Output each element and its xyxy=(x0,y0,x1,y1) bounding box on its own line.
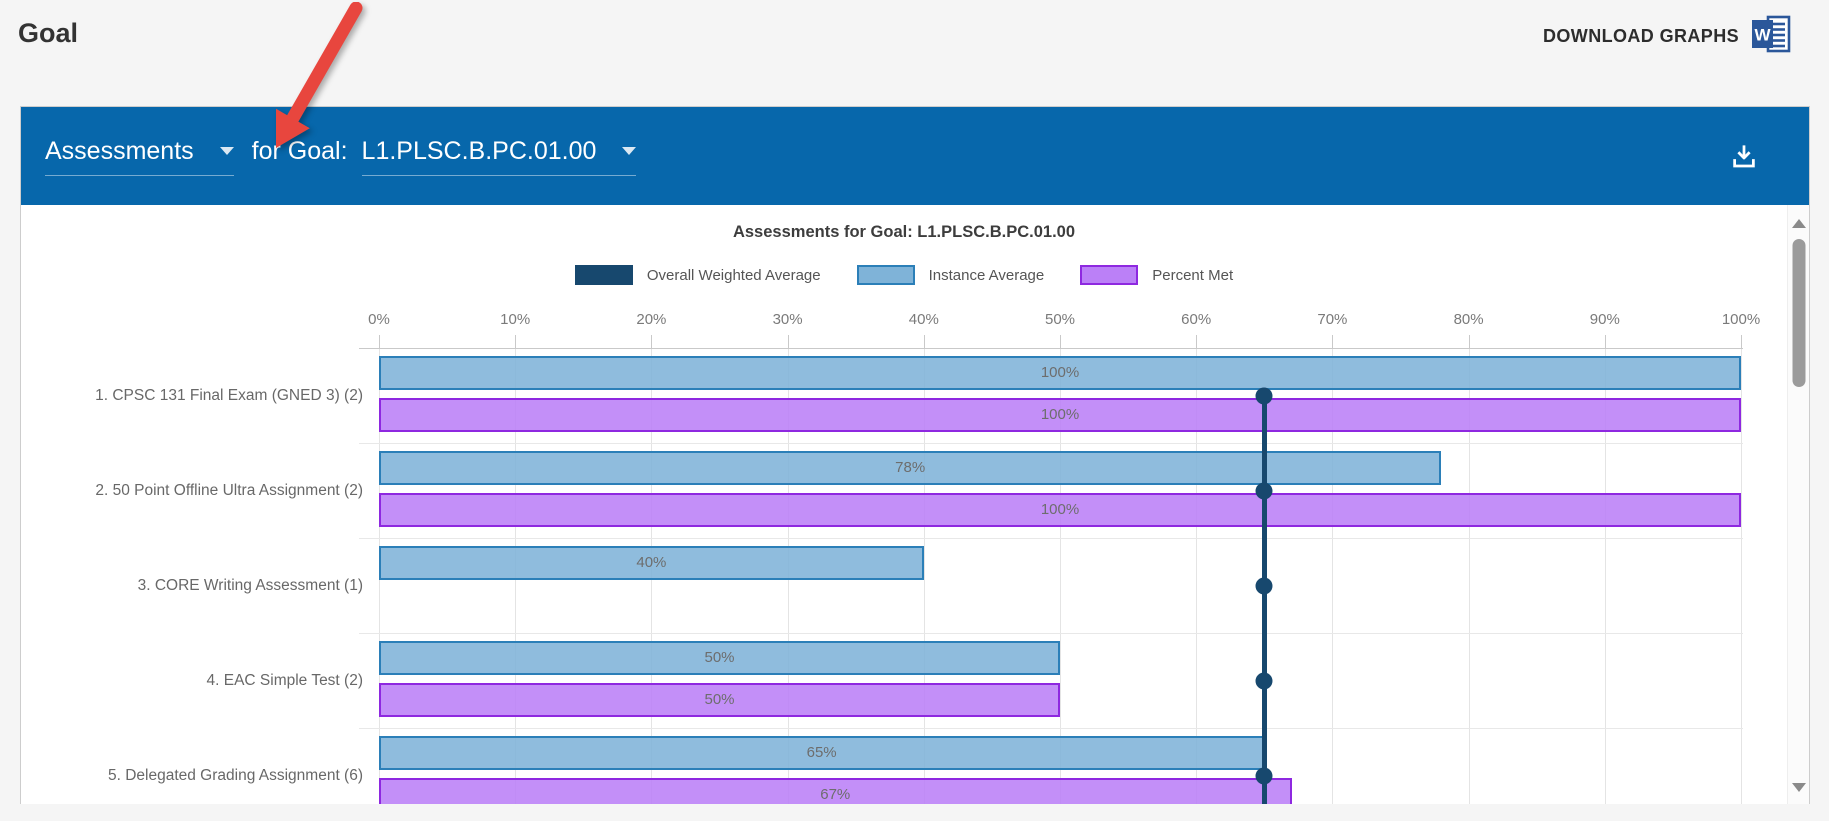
instance-average-bar xyxy=(379,736,1265,770)
grid-line xyxy=(1196,348,1198,804)
instance-average-bar xyxy=(379,356,1741,390)
percent-met-bar xyxy=(379,398,1741,432)
axis-tick-label: 10% xyxy=(500,311,531,328)
x-axis-line xyxy=(359,348,1743,349)
download-graphs-label: DOWNLOAD GRAPHS xyxy=(1543,26,1739,46)
axis-tick-label: 60% xyxy=(1181,311,1212,328)
instance-average-bar xyxy=(379,641,1060,675)
bar-value-label: 67% xyxy=(820,786,851,803)
axis-tick-mark xyxy=(515,335,517,348)
legend-label: Overall Weighted Average xyxy=(646,266,821,284)
legend-label: Percent Met xyxy=(1152,266,1234,284)
weighted-average-marker xyxy=(1255,387,1273,404)
legend-swatch-solid-icon xyxy=(574,265,633,285)
grid-line xyxy=(1332,348,1334,804)
assessments-panel: Assessments for Goal: L1.PLSC.B.PC.01.00… xyxy=(20,106,1810,804)
goal-dropdown[interactable]: L1.PLSC.B.PC.01.00 xyxy=(361,136,637,176)
bar-value-label: 100% xyxy=(1040,501,1080,518)
category-label: 5. Delegated Grading Assignment (6) xyxy=(107,766,363,784)
axis-tick-mark xyxy=(651,335,653,348)
axis-tick-mark xyxy=(1468,335,1470,348)
grid-line xyxy=(1060,348,1061,804)
row-separator xyxy=(359,538,1743,539)
assessments-dropdown-caret-icon xyxy=(219,147,234,155)
legend-item: Overall Weighted Average xyxy=(574,265,821,285)
category-label: 4. EAC Simple Test (2) xyxy=(206,671,364,689)
bar-value-label: 100% xyxy=(1040,364,1080,381)
download-tray-icon xyxy=(1733,145,1755,168)
chart-legend: Overall Weighted Average Instance Average… xyxy=(21,265,1787,285)
grid-line xyxy=(1468,348,1470,804)
category-label: 2. 50 Point Offline Ultra Assignment (2) xyxy=(95,481,363,499)
axis-tick-label: 40% xyxy=(908,311,939,328)
weighted-average-marker xyxy=(1255,577,1273,594)
axis-tick-label: 0% xyxy=(368,311,390,328)
percent-met-bar xyxy=(379,778,1292,804)
scrollbar-up-arrow-icon[interactable] xyxy=(1791,219,1806,228)
category-label: 1. CPSC 131 Final Exam (GNED 3) (2) xyxy=(95,386,363,404)
assessments-dropdown-label: Assessments xyxy=(45,136,194,165)
bar-value-label: 50% xyxy=(704,691,735,708)
goal-dropdown-label: L1.PLSC.B.PC.01.00 xyxy=(361,136,597,165)
legend-swatch-icon xyxy=(1080,265,1139,285)
ms-word-icon: W xyxy=(1749,12,1793,61)
bar-value-label: 100% xyxy=(1040,406,1080,423)
bar-value-label: 40% xyxy=(636,554,667,571)
axis-tick-label: 90% xyxy=(1589,311,1620,328)
weighted-average-marker xyxy=(1255,672,1273,689)
percent-met-bar xyxy=(379,683,1060,717)
chart-title: Assessments for Goal: L1.PLSC.B.PC.01.00 xyxy=(732,223,1076,241)
axis-tick-label: 30% xyxy=(772,311,803,328)
download-graphs-button[interactable]: DOWNLOAD GRAPHS W xyxy=(1543,12,1793,61)
weighted-average-marker xyxy=(1255,482,1273,499)
axis-tick-mark xyxy=(379,335,380,348)
row-separator xyxy=(359,728,1743,729)
assessments-dropdown[interactable]: Assessments xyxy=(45,137,234,176)
legend-item: Percent Met xyxy=(1080,265,1233,285)
axis-tick-label: 100% xyxy=(1721,311,1761,328)
axis-tick-mark xyxy=(1604,335,1606,348)
instance-average-bar xyxy=(379,546,924,580)
download-chart-button[interactable] xyxy=(1727,139,1761,173)
axis-tick-mark xyxy=(923,335,925,348)
legend-label: Instance Average xyxy=(928,266,1045,284)
axis-tick-label: 80% xyxy=(1453,311,1484,328)
grid-line xyxy=(1604,348,1606,804)
goal-dropdown-caret-icon xyxy=(622,147,637,155)
page-title: Goal xyxy=(18,18,79,48)
scrollbar-thumb[interactable] xyxy=(1792,239,1805,387)
bar-value-label: 78% xyxy=(895,459,926,476)
axis-tick-mark xyxy=(1332,335,1334,348)
panel-header: Assessments for Goal: L1.PLSC.B.PC.01.00 xyxy=(21,107,1809,205)
grid-line xyxy=(923,348,925,804)
legend-swatch-icon xyxy=(856,265,915,285)
axis-tick-label: 50% xyxy=(1044,311,1076,328)
svg-text:W: W xyxy=(1754,26,1771,45)
bar-value-label: 50% xyxy=(704,649,735,666)
bar-value-label: 65% xyxy=(806,744,837,761)
row-separator xyxy=(359,633,1743,634)
weighted-average-marker xyxy=(1255,767,1273,784)
category-label: 3. CORE Writing Assessment (1) xyxy=(137,576,363,594)
grid-line xyxy=(1741,348,1742,804)
axis-tick-mark xyxy=(787,335,789,348)
axis-tick-mark xyxy=(1196,335,1198,348)
legend-item: Instance Average xyxy=(856,265,1045,285)
axis-tick-mark xyxy=(1060,335,1061,348)
axis-tick-mark xyxy=(1741,335,1742,348)
for-goal-label: for Goal: xyxy=(251,136,348,165)
scrollbar-down-arrow-icon[interactable] xyxy=(1791,783,1806,792)
axis-tick-label: 70% xyxy=(1317,311,1348,328)
row-separator xyxy=(359,443,1743,444)
chart-canvas: Assessments for Goal: L1.PLSC.B.PC.01.00… xyxy=(21,205,1787,804)
chart-scrollbar xyxy=(1787,205,1809,804)
weighted-average-line xyxy=(1261,395,1267,804)
axis-tick-label: 20% xyxy=(636,311,667,328)
percent-met-bar xyxy=(379,493,1741,527)
